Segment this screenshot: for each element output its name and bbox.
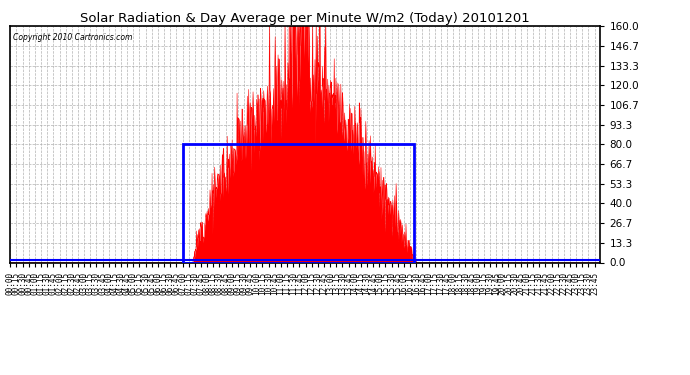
Title: Solar Radiation & Day Average per Minute W/m2 (Today) 20101201: Solar Radiation & Day Average per Minute… [81, 12, 530, 25]
Text: Copyright 2010 Cartronics.com: Copyright 2010 Cartronics.com [13, 33, 132, 42]
Bar [183, 144, 414, 262]
